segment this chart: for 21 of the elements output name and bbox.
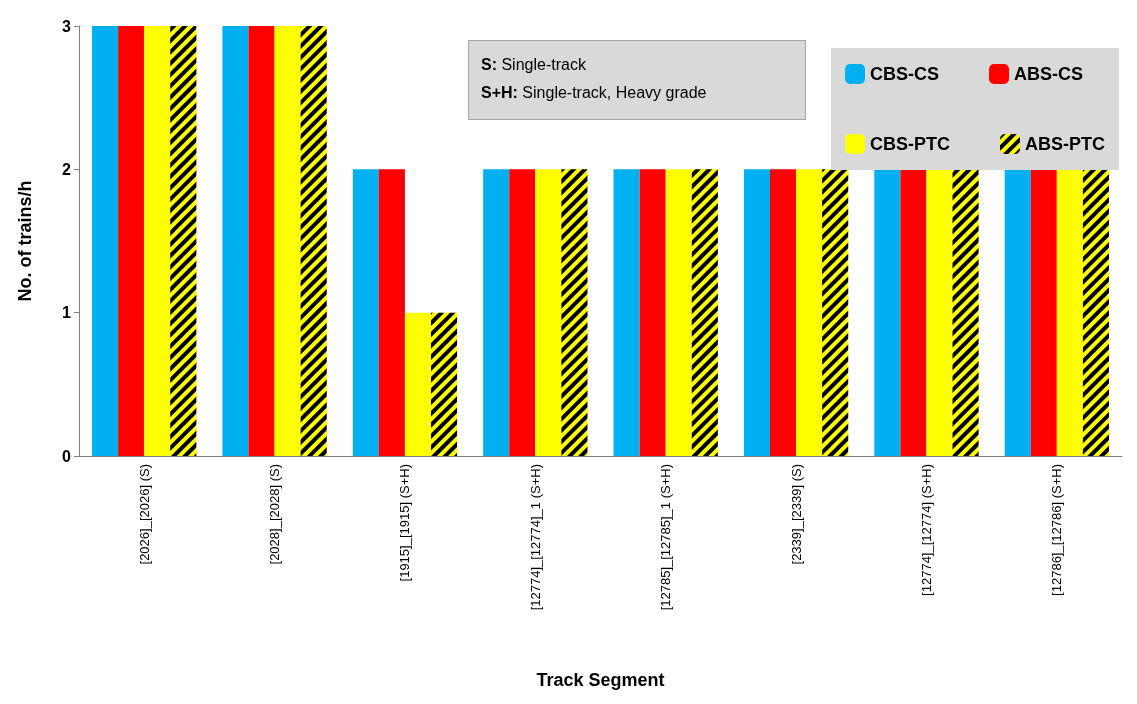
x-tick-label: [12786]_[12786] (S+H) [1049,464,1065,596]
x-axis-title: Track Segment [536,670,665,690]
y-tick-label: 3 [62,17,72,35]
key-box: S: Single-track S+H: Single-track, Heavy grade [468,40,806,120]
annotation: S+H: Single-track, Heavy grade [481,83,708,103]
legend-label: CBS-CS [870,64,940,84]
x-tick-label: [2026]_[2026] (S) [136,464,152,565]
x-tick-label: [12774]_[12774] (S+H) [918,464,934,596]
x-tick-label: [2339]_[2339] (S) [788,464,804,565]
legend-label: ABS-CS [1014,64,1084,84]
y-axis-title: No. of trains/h [15,180,35,302]
x-tick-label: [2028]_[2028] (S) [267,464,283,565]
y-tick-label: 0 [62,447,72,465]
x-tick-label: [1915]_[1915] (S+H) [397,464,413,582]
legend-label: CBS-PTC [870,134,950,154]
x-tick-label: [12785]_[12785]_1 (S+H) [658,464,674,611]
x-tick-label: [12774]_[12774]_1 (S+H) [527,464,543,611]
annotation: S: Single-track [481,55,587,75]
y-tick-label: 2 [62,160,72,178]
y-tick-label: 1 [62,304,72,322]
legend-label: ABS-PTC [1025,134,1105,154]
